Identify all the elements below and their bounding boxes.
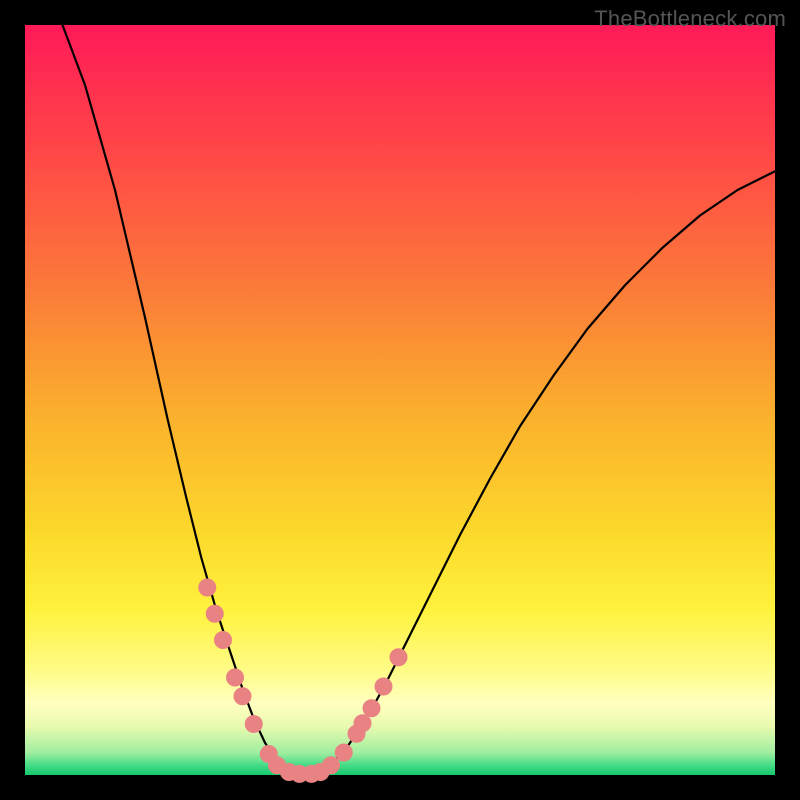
curve-marker (390, 649, 407, 666)
curve-marker (245, 716, 262, 733)
chart-container: TheBottleneck.com (0, 0, 800, 800)
curve-marker (206, 605, 223, 622)
curve-marker (215, 632, 232, 649)
curve-marker (335, 744, 352, 761)
curve-marker (375, 678, 392, 695)
curve-marker (363, 700, 380, 717)
curve-marker (354, 715, 371, 732)
bottleneck-chart (0, 0, 800, 800)
curve-marker (199, 579, 216, 596)
curve-marker (227, 669, 244, 686)
curve-marker (234, 688, 251, 705)
curve-marker (323, 757, 340, 774)
watermark-text: TheBottleneck.com (594, 6, 786, 32)
